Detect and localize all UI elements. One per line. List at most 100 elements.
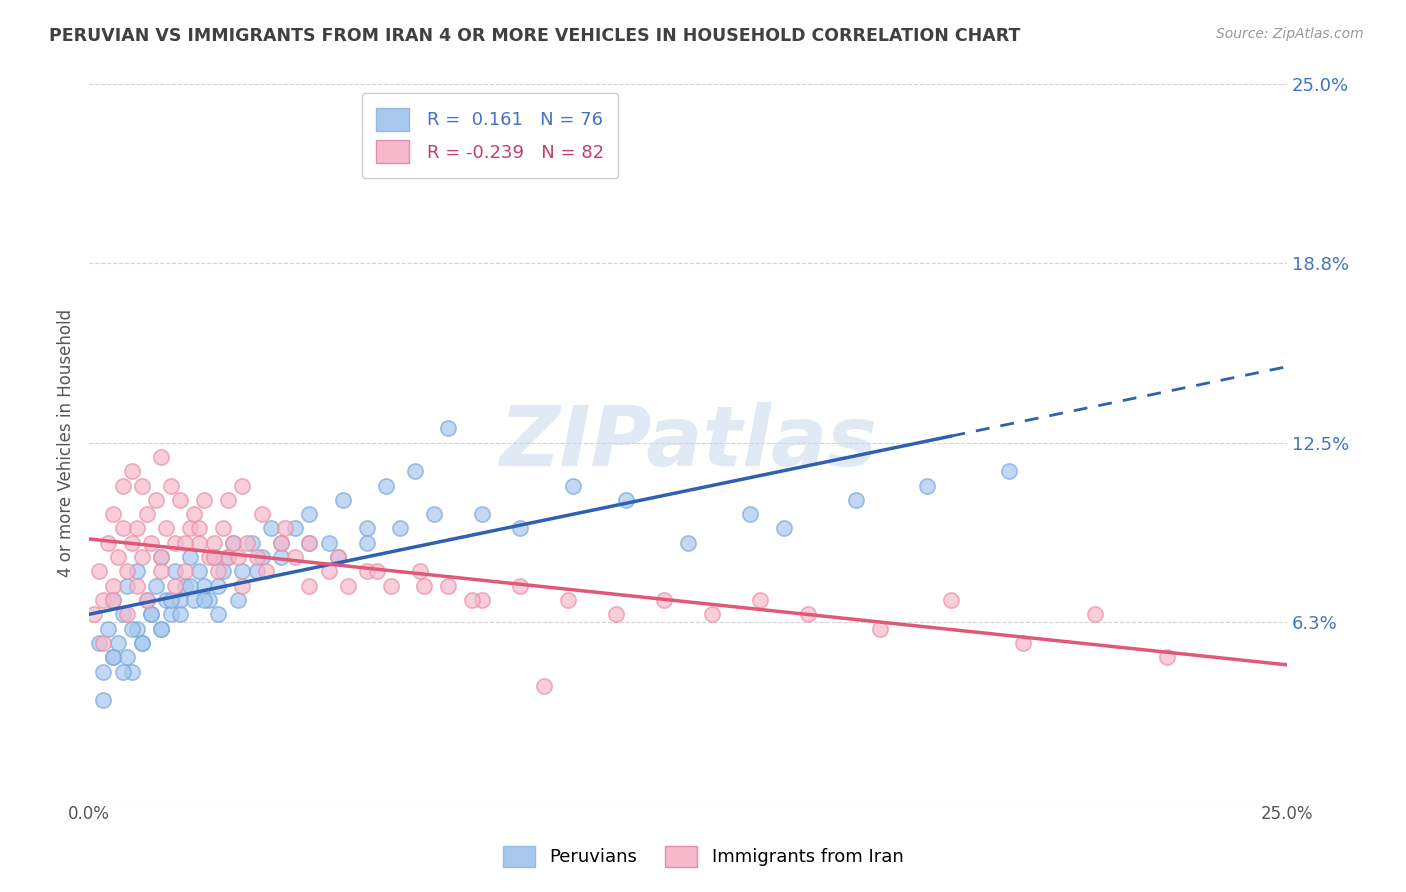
Point — [605, 607, 627, 622]
Point — [748, 593, 770, 607]
Point — [423, 507, 446, 521]
Point — [97, 536, 120, 550]
Point — [149, 450, 172, 464]
Point — [125, 622, 148, 636]
Point — [207, 579, 229, 593]
Point — [135, 507, 157, 521]
Point — [101, 593, 124, 607]
Point — [408, 565, 430, 579]
Point — [226, 593, 249, 607]
Point — [240, 536, 263, 550]
Point — [131, 636, 153, 650]
Point — [135, 593, 157, 607]
Point — [193, 579, 215, 593]
Point — [145, 579, 167, 593]
Point — [117, 565, 139, 579]
Point — [471, 593, 494, 607]
Point — [145, 492, 167, 507]
Point — [173, 565, 195, 579]
Point — [1084, 607, 1107, 622]
Point — [169, 593, 191, 607]
Point — [83, 607, 105, 622]
Point — [131, 636, 153, 650]
Point — [188, 521, 211, 535]
Point — [298, 507, 321, 521]
Point — [179, 521, 201, 535]
Point — [404, 464, 426, 478]
Point — [380, 579, 402, 593]
Point — [188, 565, 211, 579]
Point — [202, 550, 225, 565]
Point — [1012, 636, 1035, 650]
Point — [236, 536, 259, 550]
Point — [111, 607, 134, 622]
Point — [246, 550, 269, 565]
Point — [222, 536, 245, 550]
Point — [274, 521, 297, 535]
Point — [231, 565, 253, 579]
Point — [202, 536, 225, 550]
Point — [149, 565, 172, 579]
Point — [772, 521, 794, 535]
Point — [93, 593, 115, 607]
Point — [212, 521, 235, 535]
Point — [270, 536, 292, 550]
Point — [135, 593, 157, 607]
Point — [198, 593, 221, 607]
Point — [141, 607, 163, 622]
Point — [101, 650, 124, 665]
Legend: Peruvians, Immigrants from Iran: Peruvians, Immigrants from Iran — [495, 838, 911, 874]
Point — [101, 650, 124, 665]
Point — [159, 593, 181, 607]
Point — [917, 478, 939, 492]
Point — [101, 507, 124, 521]
Point — [202, 550, 225, 565]
Point — [614, 492, 637, 507]
Point — [149, 550, 172, 565]
Point — [250, 550, 273, 565]
Point — [533, 679, 555, 693]
Point — [941, 593, 963, 607]
Text: Source: ZipAtlas.com: Source: ZipAtlas.com — [1216, 27, 1364, 41]
Point — [217, 550, 239, 565]
Point — [193, 492, 215, 507]
Point — [254, 565, 277, 579]
Point — [561, 478, 583, 492]
Point — [93, 665, 115, 679]
Point — [298, 536, 321, 550]
Point — [155, 593, 177, 607]
Point — [131, 550, 153, 565]
Point — [131, 478, 153, 492]
Point — [155, 521, 177, 535]
Point — [141, 607, 163, 622]
Point — [111, 665, 134, 679]
Point — [366, 565, 388, 579]
Point — [149, 622, 172, 636]
Point — [173, 536, 195, 550]
Point — [231, 478, 253, 492]
Point — [332, 492, 354, 507]
Point — [207, 607, 229, 622]
Point — [93, 636, 115, 650]
Point — [270, 536, 292, 550]
Point — [149, 550, 172, 565]
Point — [159, 607, 181, 622]
Point — [318, 565, 340, 579]
Point — [169, 492, 191, 507]
Text: PERUVIAN VS IMMIGRANTS FROM IRAN 4 OR MORE VEHICLES IN HOUSEHOLD CORRELATION CHA: PERUVIAN VS IMMIGRANTS FROM IRAN 4 OR MO… — [49, 27, 1021, 45]
Point — [231, 579, 253, 593]
Point — [246, 565, 269, 579]
Point — [173, 579, 195, 593]
Point — [437, 579, 460, 593]
Point — [461, 593, 484, 607]
Point — [250, 507, 273, 521]
Point — [198, 550, 221, 565]
Point — [318, 536, 340, 550]
Point — [389, 521, 412, 535]
Point — [998, 464, 1021, 478]
Point — [284, 550, 307, 565]
Point — [149, 622, 172, 636]
Point — [121, 536, 143, 550]
Point — [87, 565, 110, 579]
Point — [125, 521, 148, 535]
